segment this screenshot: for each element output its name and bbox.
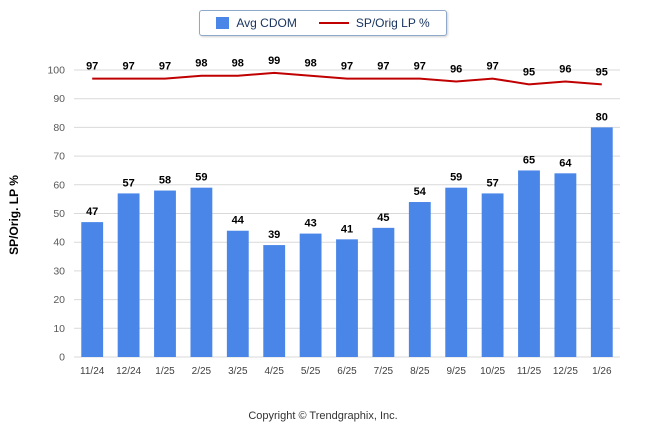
y-tick-label: 40 xyxy=(53,237,65,249)
bar xyxy=(299,233,322,357)
bar-series-swatch-icon xyxy=(216,17,230,29)
line-value-label: 98 xyxy=(195,58,207,70)
bar-value-label: 41 xyxy=(341,223,353,235)
line-series-swatch-icon xyxy=(318,22,349,24)
x-category-label: 10/25 xyxy=(480,366,505,377)
bar xyxy=(263,245,286,357)
x-category-label: 11/25 xyxy=(517,366,542,377)
bar xyxy=(190,187,213,357)
y-tick-label: 100 xyxy=(47,65,65,77)
bar-value-label: 57 xyxy=(122,177,134,189)
bar xyxy=(81,222,104,357)
line-value-label: 98 xyxy=(232,58,244,70)
line-value-label: 97 xyxy=(377,61,389,73)
y-tick-label: 0 xyxy=(59,352,65,364)
bar xyxy=(481,193,504,357)
line-value-label: 97 xyxy=(122,61,134,73)
x-category-label: 3/25 xyxy=(228,366,248,377)
bar-value-label: 58 xyxy=(159,175,171,187)
bar-value-label: 59 xyxy=(195,172,207,184)
chart-area: SP/Orig. LP % 0 10 20 30 40 50 60 70 80 90 100 47 11… xyxy=(0,40,646,410)
legend-item-sp-orig-lp: SP/Orig LP % xyxy=(318,16,430,30)
bar-value-label: 65 xyxy=(523,154,535,166)
x-category-label: 6/25 xyxy=(337,366,357,377)
bar xyxy=(408,202,431,357)
bar xyxy=(445,187,468,357)
bar-value-label: 47 xyxy=(86,206,98,218)
x-category-label: 8/25 xyxy=(410,366,430,377)
line-value-label: 97 xyxy=(341,61,353,73)
x-category-label: 12/25 xyxy=(553,366,578,377)
y-tick-label: 60 xyxy=(53,179,65,191)
bar xyxy=(226,230,249,357)
bar xyxy=(554,173,577,357)
line-value-label: 96 xyxy=(559,63,571,75)
bar-value-label: 44 xyxy=(232,215,245,227)
legend-label-avg-cdom: Avg CDOM xyxy=(236,16,297,30)
bar-value-label: 80 xyxy=(596,111,608,123)
line-value-label: 95 xyxy=(523,66,535,78)
y-tick-label: 50 xyxy=(53,208,65,220)
x-category-label: 1/25 xyxy=(155,366,175,377)
copyright-text: Copyright © Trendgraphix, Inc. xyxy=(248,410,398,422)
legend-label-sp-orig-lp: SP/Orig LP % xyxy=(355,16,430,30)
y-tick-label: 30 xyxy=(53,265,65,277)
bar xyxy=(117,193,140,357)
line-value-label: 97 xyxy=(159,61,171,73)
y-tick-label: 10 xyxy=(53,323,65,335)
line-value-label: 96 xyxy=(450,63,462,75)
x-category-label: 9/25 xyxy=(446,366,466,377)
bar xyxy=(372,227,395,357)
bar xyxy=(154,190,176,357)
y-tick-label: 80 xyxy=(53,122,65,134)
bar-value-label: 57 xyxy=(486,177,498,189)
bar-value-label: 43 xyxy=(304,218,316,230)
line-value-label: 97 xyxy=(486,61,498,73)
sp-orig-lp-line xyxy=(92,71,602,86)
x-category-label: 2/25 xyxy=(192,366,212,377)
bar-value-label: 39 xyxy=(268,229,280,241)
x-category-label: 7/25 xyxy=(374,366,394,377)
line-value-label: 99 xyxy=(268,55,280,67)
bar-value-label: 59 xyxy=(450,172,462,184)
x-category-label: 5/25 xyxy=(301,366,321,377)
y-tick-label: 90 xyxy=(53,93,65,105)
bar-value-label: 64 xyxy=(559,157,572,169)
line-value-label: 98 xyxy=(304,58,316,70)
bar-value-label: 45 xyxy=(377,212,389,224)
bar xyxy=(336,239,358,357)
bar xyxy=(518,170,540,357)
x-category-label: 12/24 xyxy=(116,366,141,377)
bar xyxy=(590,127,613,358)
y-axis-title: SP/Orig. LP % xyxy=(7,175,21,255)
x-category-label: 11/24 xyxy=(80,366,105,377)
bar-value-label: 54 xyxy=(414,186,427,198)
legend-item-avg-cdom: Avg CDOM xyxy=(216,16,297,30)
line-value-label: 97 xyxy=(86,61,98,73)
chart-svg: SP/Orig. LP % 0 10 20 30 40 50 60 70 80 90 100 47 11… xyxy=(7,55,620,377)
line-value-label: 95 xyxy=(596,66,608,78)
y-tick-label: 70 xyxy=(53,151,65,163)
x-category-label: 4/25 xyxy=(264,366,284,377)
y-tick-label: 20 xyxy=(53,294,65,306)
x-category-label: 1/26 xyxy=(592,366,612,377)
legend: Avg CDOM SP/Orig LP % xyxy=(199,10,447,36)
line-value-label: 97 xyxy=(414,61,426,73)
